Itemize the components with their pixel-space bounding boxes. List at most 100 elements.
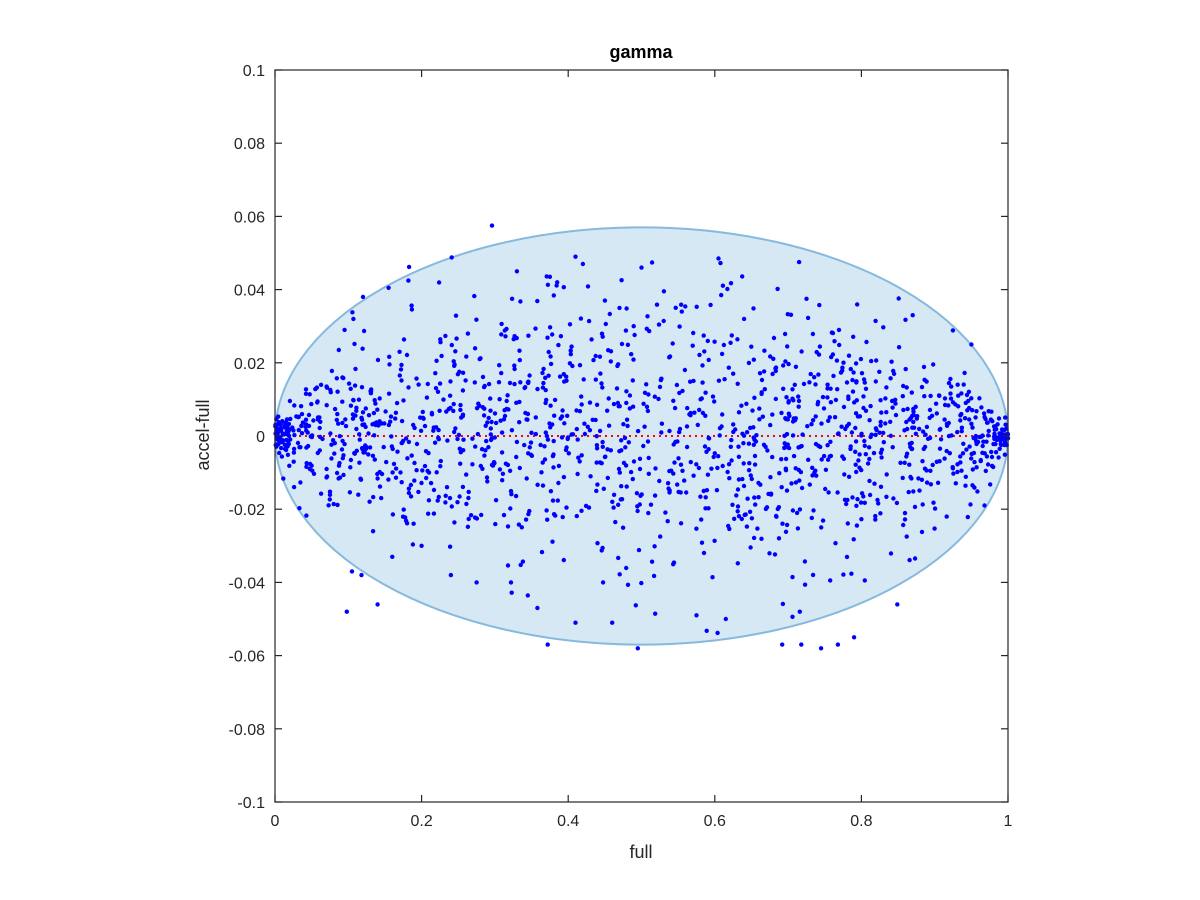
- data-point: [482, 453, 487, 458]
- data-point: [468, 513, 474, 518]
- data-point: [919, 529, 925, 535]
- data-point: [541, 380, 546, 386]
- data-point: [535, 482, 540, 487]
- data-point: [799, 349, 804, 354]
- data-point: [567, 361, 573, 366]
- data-point: [595, 541, 600, 546]
- data-point: [966, 405, 972, 411]
- data-point: [455, 500, 460, 505]
- data-point: [457, 446, 462, 451]
- data-point: [646, 455, 651, 461]
- data-point: [796, 259, 802, 265]
- data-point: [357, 437, 362, 442]
- data-point: [786, 399, 791, 404]
- data-point: [866, 445, 872, 450]
- data-point: [842, 472, 847, 477]
- data-point: [318, 491, 324, 496]
- data-point: [555, 498, 560, 503]
- data-point: [447, 495, 453, 501]
- data-point: [540, 385, 546, 390]
- data-point: [854, 398, 859, 403]
- data-point: [716, 454, 721, 459]
- data-point: [841, 404, 847, 410]
- data-point: [564, 374, 569, 379]
- data-point: [548, 354, 553, 359]
- data-point: [370, 422, 375, 427]
- data-point: [832, 415, 838, 420]
- data-point: [714, 488, 720, 493]
- data-point: [295, 440, 301, 446]
- data-point: [360, 294, 366, 300]
- data-point: [757, 417, 762, 422]
- data-point: [683, 304, 688, 309]
- data-point: [315, 400, 320, 405]
- data-point: [990, 419, 995, 424]
- data-point: [902, 517, 908, 522]
- data-point: [539, 470, 544, 475]
- data-point: [617, 572, 622, 577]
- data-point: [308, 461, 313, 467]
- data-point: [565, 413, 570, 418]
- data-point: [701, 488, 706, 494]
- data-point: [652, 493, 658, 498]
- data-point: [950, 400, 956, 405]
- data-point: [848, 446, 853, 452]
- data-point: [768, 354, 773, 359]
- data-point: [395, 449, 400, 454]
- data-point: [854, 503, 859, 508]
- data-point: [605, 408, 610, 413]
- data-point: [1002, 452, 1008, 457]
- data-point: [489, 436, 494, 441]
- data-point: [493, 498, 499, 503]
- data-point: [744, 401, 749, 406]
- data-point: [645, 439, 651, 444]
- data-point: [317, 425, 322, 431]
- data-point: [514, 439, 520, 445]
- data-point: [575, 471, 580, 477]
- data-point: [436, 280, 442, 285]
- data-point: [509, 428, 515, 433]
- data-point: [788, 312, 794, 317]
- data-point: [485, 479, 490, 484]
- data-point: [658, 377, 664, 383]
- data-point: [517, 348, 522, 353]
- data-point: [956, 393, 961, 398]
- data-point: [646, 392, 651, 397]
- data-point: [346, 381, 352, 386]
- data-point: [641, 443, 646, 449]
- data-point: [359, 417, 365, 422]
- data-point: [680, 388, 685, 394]
- data-point: [768, 422, 773, 428]
- data-point: [780, 642, 785, 647]
- data-point: [772, 552, 778, 557]
- data-point: [624, 484, 629, 489]
- x-axis-label: full: [629, 842, 652, 862]
- data-point: [821, 406, 827, 411]
- data-point: [412, 478, 417, 483]
- data-point: [390, 554, 395, 559]
- data-point: [375, 602, 380, 607]
- data-point: [501, 417, 507, 422]
- data-point: [375, 357, 381, 363]
- data-point: [986, 409, 991, 414]
- data-point: [554, 283, 559, 288]
- data-point: [667, 355, 672, 360]
- data-point: [930, 462, 935, 468]
- data-point: [411, 521, 416, 526]
- data-point: [582, 431, 588, 437]
- data-point: [637, 502, 642, 507]
- data-point: [610, 620, 615, 625]
- data-point: [347, 490, 353, 495]
- data-point: [625, 423, 630, 429]
- data-point: [350, 310, 355, 315]
- data-point: [735, 504, 741, 509]
- data-point: [857, 465, 862, 470]
- data-point: [493, 521, 498, 527]
- data-point: [993, 424, 998, 429]
- data-point: [377, 484, 383, 489]
- data-point: [907, 441, 913, 446]
- data-point: [542, 457, 548, 462]
- data-point: [291, 428, 296, 433]
- data-point: [548, 361, 554, 367]
- data-point: [313, 386, 318, 392]
